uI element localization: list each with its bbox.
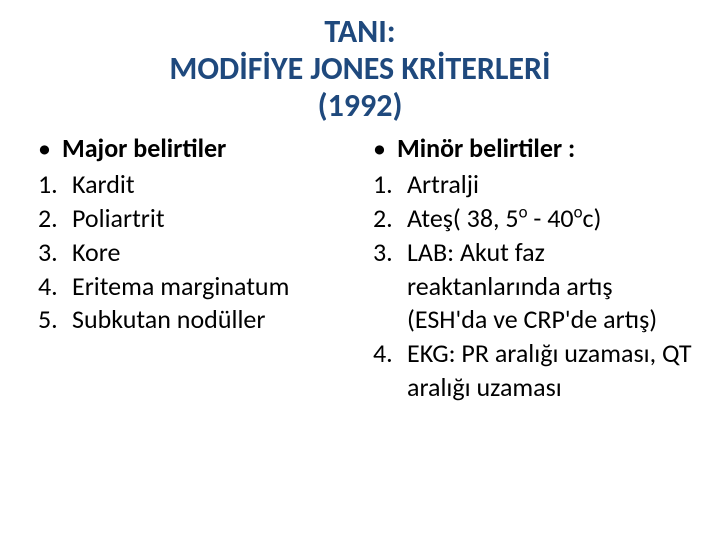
slide-title: TANI: MODİFİYE JONES KRİTERLERİ (1992) xyxy=(28,14,692,124)
right-column: • Minör belirtiler : 1.Artralji2.Ateş( 3… xyxy=(363,132,692,404)
left-column: • Major belirtiler 1.Kardit2.Poliartrit3… xyxy=(28,132,363,404)
left-heading: Major belirtiler xyxy=(62,132,226,166)
list-item: 3.Kore xyxy=(38,236,357,270)
list-item-text: Poliartrit xyxy=(72,202,357,236)
list-item: 2.Poliartrit xyxy=(38,202,357,236)
list-number: 3. xyxy=(373,236,407,270)
list-number: 2. xyxy=(373,202,407,236)
list-item-text: Ateş( 38, 5o - 40oc) xyxy=(407,202,692,236)
list-item: 1.Artralji xyxy=(373,168,692,202)
list-item: 2.Ateş( 38, 5o - 40oc) xyxy=(373,202,692,236)
list-item-text: Subkutan nodüller xyxy=(72,303,357,337)
content-columns: • Major belirtiler 1.Kardit2.Poliartrit3… xyxy=(28,132,692,404)
list-item: 5.Subkutan nodüller xyxy=(38,303,357,337)
list-item: 3.LAB: Akut faz reaktanlarında artış (ES… xyxy=(373,236,692,337)
left-list: 1.Kardit2.Poliartrit3.Kore4.Eritema marg… xyxy=(34,168,357,337)
title-line-3: (1992) xyxy=(28,88,692,125)
list-number: 5. xyxy=(38,303,72,337)
list-number: 4. xyxy=(373,337,407,371)
bullet-icon: • xyxy=(38,132,62,166)
title-line-2: MODİFİYE JONES KRİTERLERİ xyxy=(28,51,692,88)
list-number: 2. xyxy=(38,202,72,236)
list-item-text: EKG: PR aralığı uzaması, QT aralığı uzam… xyxy=(407,337,692,405)
list-number: 3. xyxy=(38,236,72,270)
bullet-icon: • xyxy=(373,132,397,166)
list-item-text: Kardit xyxy=(72,168,357,202)
list-item-text: Eritema marginatum xyxy=(72,270,357,304)
list-number: 1. xyxy=(373,168,407,202)
list-number: 4. xyxy=(38,270,72,304)
left-heading-row: • Major belirtiler xyxy=(34,132,357,166)
list-item-text: LAB: Akut faz reaktanlarında artış (ESH'… xyxy=(407,236,692,337)
list-item: 4.Eritema marginatum xyxy=(38,270,357,304)
right-heading: Minör belirtiler : xyxy=(397,132,575,166)
title-line-1: TANI: xyxy=(28,14,692,51)
list-item-text: Artralji xyxy=(407,168,692,202)
list-item-text: Kore xyxy=(72,236,357,270)
right-list: 1.Artralji2.Ateş( 38, 5o - 40oc)3.LAB: A… xyxy=(369,168,692,405)
list-number: 1. xyxy=(38,168,72,202)
list-item: 1.Kardit xyxy=(38,168,357,202)
list-item: 4.EKG: PR aralığı uzaması, QT aralığı uz… xyxy=(373,337,692,405)
right-heading-row: • Minör belirtiler : xyxy=(369,132,692,166)
